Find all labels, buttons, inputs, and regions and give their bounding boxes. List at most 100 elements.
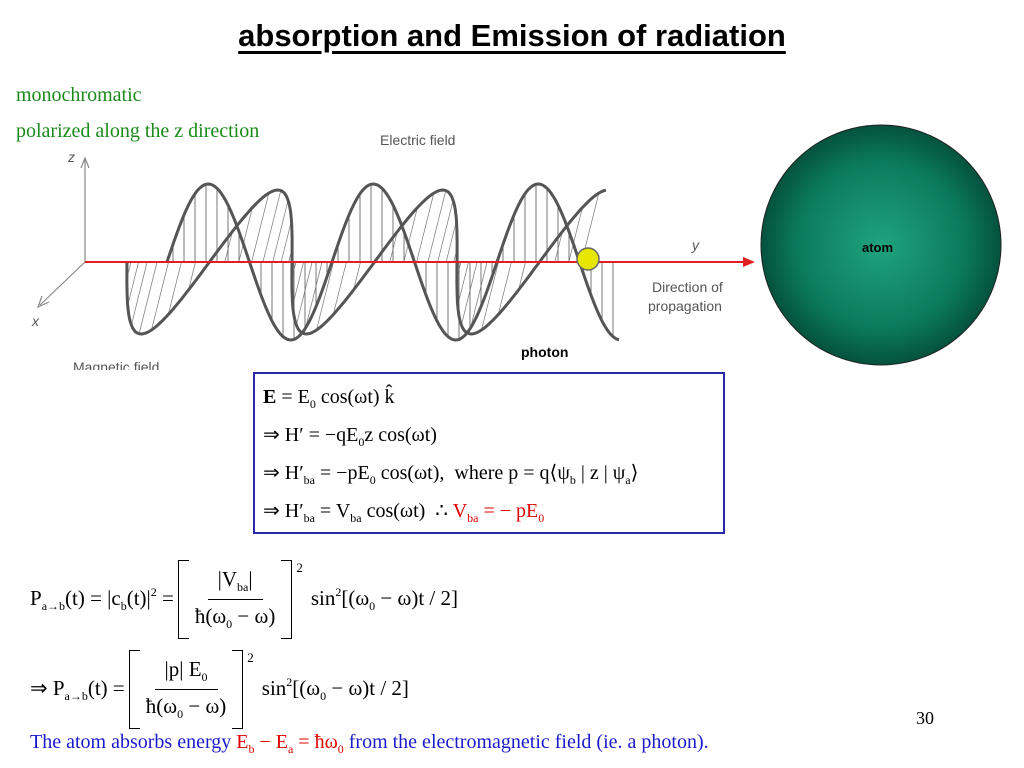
wave-part — [272, 200, 289, 263]
equation-text: 0 — [538, 511, 545, 525]
axes — [36, 156, 90, 309]
equation-text: | z | ψ — [575, 462, 626, 484]
bracket: |p| E0 ħ(ω0 − ω) — [128, 649, 244, 730]
label: Magnetic field — [73, 359, 159, 370]
equation-text: a→b — [41, 599, 66, 613]
wave-part — [427, 190, 447, 263]
equation-text: 2 — [150, 585, 157, 599]
equation-text: b — [248, 742, 255, 756]
equation-text: |V — [217, 567, 237, 591]
formula-lhs: Pa→b(t) = |cb(t)|2 = — [30, 585, 174, 614]
wave-part — [468, 261, 488, 334]
footer-text: The atom absorbs energy Eb − Ea = ħω0 fr… — [30, 731, 709, 757]
wave-part — [188, 261, 196, 291]
equation-text: 0 — [177, 707, 184, 721]
numerator: |p| E0 — [154, 651, 218, 690]
equation-text: ba — [237, 580, 249, 594]
label: Direction of — [652, 279, 723, 295]
equation-text: 0 — [320, 689, 327, 703]
photon-dot — [576, 247, 600, 271]
page-number: 30 — [916, 708, 934, 728]
equation-text: E — [236, 731, 249, 753]
formula-rhs: sin2[(ω0 − ω)t / 2] — [311, 585, 458, 614]
equation-text: = E — [276, 386, 310, 408]
equation-text: P — [30, 586, 42, 610]
label: x — [31, 313, 40, 329]
equation-text: − ω)t / 2] — [326, 676, 409, 700]
wave-part — [238, 207, 253, 263]
equation-text: E — [263, 386, 277, 408]
equation-text: ⇒ H′ = −qE — [263, 424, 359, 446]
wave-part — [568, 207, 583, 263]
equation-text: (t) = |c — [65, 586, 121, 610]
numerator: |Vba| — [207, 561, 263, 600]
label: photon — [521, 344, 568, 360]
label: Electric field — [380, 132, 455, 148]
denominator: ħ(ω0 − ω) — [136, 690, 237, 728]
equation-text: 2 — [335, 585, 342, 599]
wave-part — [296, 261, 313, 326]
equation-text: ħ(ω — [145, 694, 178, 718]
equation-text: b — [120, 599, 127, 613]
equation-text: [(ω — [341, 586, 370, 610]
equation-text: sin — [310, 586, 336, 610]
formula: Pa→b(t) = |cb(t)|2 = |Vba| ħ(ω0 − ω) 2 sin2[… — [30, 559, 458, 640]
equation-text: cos(ωt), where p = q⟨ψ — [375, 462, 570, 484]
equation-text: ba — [467, 511, 479, 525]
equation-text: = — [156, 586, 174, 610]
equation-text: ⇒ H′ — [263, 462, 304, 484]
label: z — [67, 149, 75, 165]
label: y — [691, 237, 700, 253]
wave-part — [332, 261, 347, 315]
equation-text: cos(ωt) ∴ — [361, 500, 453, 522]
equation-text: cos(ωt) k̂ — [315, 386, 395, 408]
equation-line: ⇒ H′ba = Vba cos(ωt) ∴ Vba = − pE0 — [263, 496, 723, 534]
equation-text: 0 — [309, 397, 316, 411]
equation-text: 0 — [358, 435, 365, 449]
equation-line: ⇒ H′ = −qE0z cos(ωt) — [263, 420, 723, 458]
equation-text: = ħω — [293, 731, 338, 753]
fraction: |p| E0 ħ(ω0 − ω) — [136, 651, 237, 728]
equation-text: − E — [254, 731, 288, 753]
equation-text: ⟩ — [630, 462, 639, 484]
wave-part — [292, 261, 304, 306]
equation-text: a — [625, 473, 631, 487]
equation-text: 0 — [226, 617, 233, 631]
wave-part — [518, 261, 526, 291]
wave-part — [389, 231, 398, 263]
wave-part — [127, 261, 139, 306]
equation-text: ba — [350, 511, 362, 525]
equation-text: ⇒ P — [30, 675, 65, 700]
equation-text: | — [248, 567, 253, 591]
equation-line: E = E0 cos(ωt) k̂ — [263, 382, 723, 420]
wave-part — [251, 193, 270, 263]
note: monochromatic — [16, 84, 142, 106]
wave-part — [445, 220, 457, 263]
equation-text: (t)| — [126, 586, 151, 610]
wave-part — [461, 261, 478, 326]
equation-text: The atom absorbs energy — [30, 731, 237, 753]
equation-text: 0 — [369, 599, 376, 613]
wave-part — [316, 261, 334, 331]
equation-text: − ω) — [183, 694, 227, 718]
equation-text: 0 — [337, 742, 344, 756]
wave-part — [554, 231, 563, 263]
exponent: 2 — [296, 560, 303, 575]
wave-part — [457, 261, 469, 306]
equation-text: a→b — [64, 688, 88, 703]
exponent: 2 — [247, 650, 254, 665]
wave-part — [131, 261, 148, 326]
equation-text: = V — [314, 500, 351, 522]
denominator: ħ(ω0 − ω) — [185, 600, 286, 638]
equation-text: 2 — [286, 675, 293, 689]
wave-part — [353, 261, 361, 291]
equation-text: [(ω — [292, 676, 321, 700]
wave-part — [437, 200, 454, 263]
wave-diagram: Electric field Magnetic field z y x Dire… — [31, 124, 1002, 370]
equation-text: 0 — [369, 473, 376, 487]
equation-text: − ω)t / 2] — [375, 586, 458, 610]
wave-part — [403, 207, 418, 263]
equation-text: 0 — [201, 670, 208, 684]
equation-text: z cos(ωt) — [364, 424, 437, 446]
